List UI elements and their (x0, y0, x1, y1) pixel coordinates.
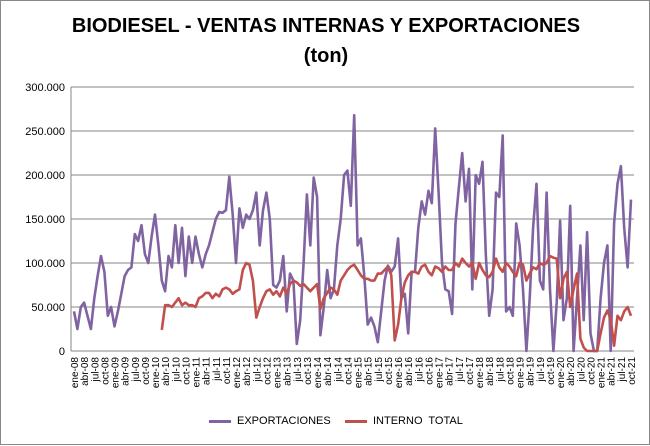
x-tick-label: oct-20 (586, 357, 597, 385)
x-tick-label: abr-12 (242, 357, 253, 386)
x-tick-label: jul-19 (536, 357, 547, 383)
x-tick-label: ene-14 (313, 357, 324, 389)
x-tick-label: jul-16 (414, 357, 425, 383)
x-tick-label: abr-19 (526, 357, 537, 386)
x-tick-label: abr-15 (364, 357, 375, 386)
series-line-exportaciones (72, 113, 633, 353)
x-tick-label: ene-08 (70, 357, 81, 389)
y-tick-label: 150.000 (25, 214, 65, 226)
x-tick-label: abr-14 (323, 357, 334, 386)
x-tick-label: jul-17 (455, 357, 466, 383)
x-tick-label: ene-21 (597, 357, 608, 389)
legend-swatch (345, 419, 367, 423)
x-tick-label: oct-12 (262, 357, 273, 385)
x-tick-label: abr-13 (283, 357, 294, 386)
x-tick-label: ene-17 (435, 357, 446, 389)
x-tick-label: oct-19 (546, 357, 557, 385)
x-tick-label: abr-11 (202, 357, 213, 386)
x-tick-label: abr-17 (445, 357, 456, 386)
legend-item-interno-total: INTERNO TOTAL (345, 415, 463, 427)
x-tick-label: jul-08 (90, 357, 101, 383)
x-tick-label: oct-16 (424, 357, 435, 385)
x-tick-label: jul-14 (333, 357, 344, 383)
x-tick-label: jul-15 (374, 357, 385, 383)
legend-item-exportaciones: EXPORTACIONES (209, 415, 331, 427)
y-tick-label: 0 (59, 346, 65, 358)
x-tick-label: jul-11 (212, 357, 223, 382)
x-tick-label: jul-13 (293, 357, 304, 383)
x-tick-label: abr-18 (485, 357, 496, 386)
x-tick-label: oct-08 (100, 357, 111, 385)
x-tick-label: abr-09 (121, 357, 132, 386)
x-tick-label: oct-13 (303, 357, 314, 385)
x-tick-label: oct-11 (222, 357, 233, 384)
x-tick-label: oct-10 (181, 357, 192, 385)
x-tick-label: jul-21 (617, 357, 628, 383)
y-tick-label: 200.000 (25, 170, 65, 182)
x-tick-label: ene-12 (232, 357, 243, 389)
x-tick-label: jul-09 (131, 357, 142, 383)
y-tick-label: 50.000 (31, 302, 65, 314)
x-tick-label: jul-10 (171, 357, 182, 383)
x-tick-label: ene-20 (556, 357, 567, 389)
x-tick-label: oct-15 (384, 357, 395, 385)
x-tick-label: jul-18 (495, 357, 506, 383)
x-tick-label: ene-10 (151, 357, 162, 389)
legend-label: INTERNO TOTAL (373, 415, 463, 427)
legend-swatch (209, 419, 231, 423)
y-tick-label: 250.000 (25, 126, 65, 138)
x-tick-label: oct-17 (465, 357, 476, 385)
x-tick-label: ene-09 (111, 357, 122, 389)
y-tick-label: 100.000 (25, 258, 65, 270)
x-tick-label: ene-16 (394, 357, 405, 389)
x-tick-label: oct-09 (141, 357, 152, 385)
x-tick-label: ene-19 (516, 357, 527, 389)
legend-label: EXPORTACIONES (237, 415, 331, 427)
x-tick-label: abr-10 (161, 357, 172, 386)
x-tick-label: jul-12 (252, 357, 263, 383)
x-tick-label: abr-08 (80, 357, 91, 386)
x-tick-label: ene-18 (475, 357, 486, 389)
x-tick-label: ene-11 (192, 357, 203, 388)
x-tick-label: abr-21 (607, 357, 618, 386)
x-tick-label: oct-14 (343, 357, 354, 385)
y-tick-label: 300.000 (25, 82, 65, 94)
series-line-interno-total (160, 254, 633, 353)
x-tick-label: ene-13 (273, 357, 284, 389)
x-tick-label: ene-15 (354, 357, 365, 389)
x-tick-label: jul-20 (576, 357, 587, 383)
chart-subtitle: (ton) (303, 45, 349, 67)
x-tick-label: abr-20 (566, 357, 577, 386)
x-tick-label: oct-18 (505, 357, 516, 385)
x-tick-label: oct-21 (627, 357, 638, 385)
x-tick-label: abr-16 (404, 357, 415, 386)
chart-title: BIODIESEL - VENTAS INTERNAS Y EXPORTACIO… (71, 15, 581, 37)
